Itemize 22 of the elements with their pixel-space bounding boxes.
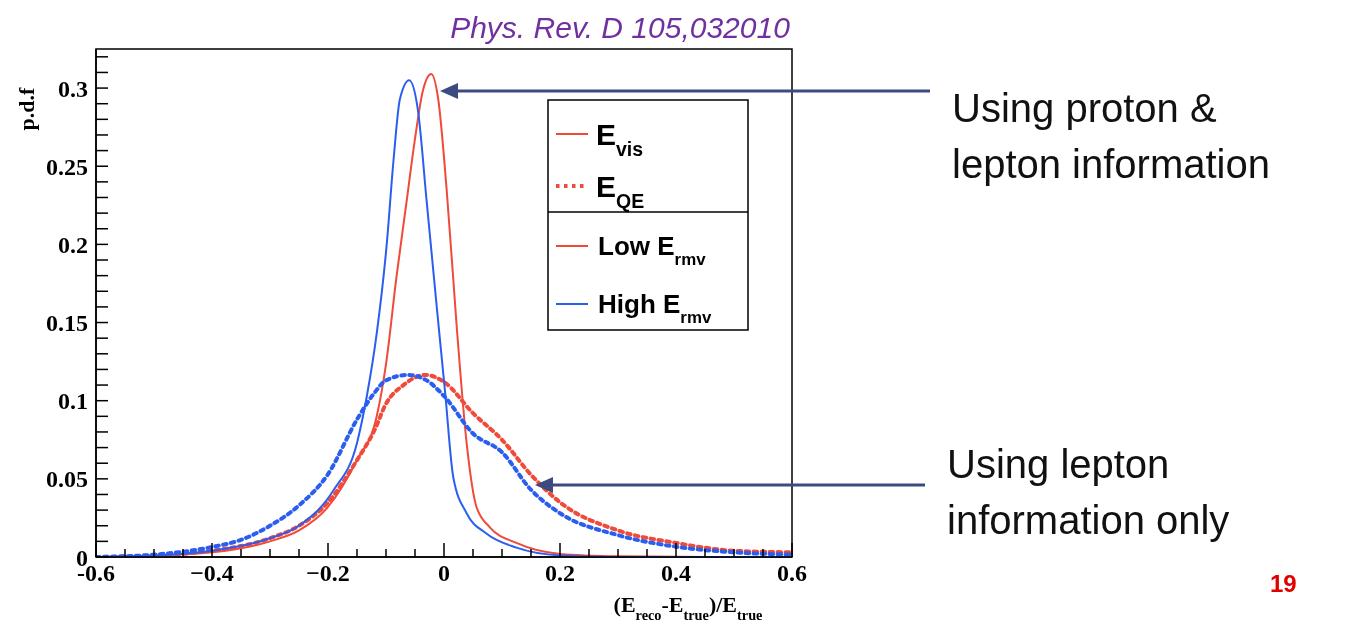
x-tick-label: 0.4 — [661, 560, 691, 586]
annotation: E$_{vis}$ — [596, 118, 644, 160]
x-tick-label: 0.6 — [777, 560, 807, 586]
y-tick-label: 0.1 — [58, 388, 88, 415]
legend-label: Low E$_{rmv}$ — [598, 231, 707, 269]
y-tick-label: 0.2 — [58, 231, 88, 258]
text: Using proton & lepton information — [952, 85, 1271, 188]
y-tick-label: 0.15 — [46, 310, 88, 337]
chart-title: Phys. Rev. D 105,032010 — [450, 11, 791, 44]
x-axis-title: (E$_{reco}$-E$_{true}$)/E$_{true}$ — [613, 592, 763, 623]
y-tick-label: 0.05 — [46, 466, 88, 493]
y-tick-label: 0.25 — [46, 153, 88, 180]
legend-label: High E$_{rmv}$ — [598, 289, 712, 327]
x-tick-label: 0 — [438, 560, 450, 586]
text: 19 — [1270, 570, 1297, 598]
annotation: E$_{QE}$ — [596, 170, 645, 212]
y-axis-title: p.d.f — [14, 86, 39, 131]
x-tick-label: −0.2 — [306, 560, 350, 586]
text: Using lepton information only — [947, 441, 1231, 544]
x-tick-label: −0.4 — [190, 560, 234, 586]
x-tick-label: 0.2 — [545, 560, 575, 586]
y-tick-label: 0.3 — [58, 75, 88, 102]
